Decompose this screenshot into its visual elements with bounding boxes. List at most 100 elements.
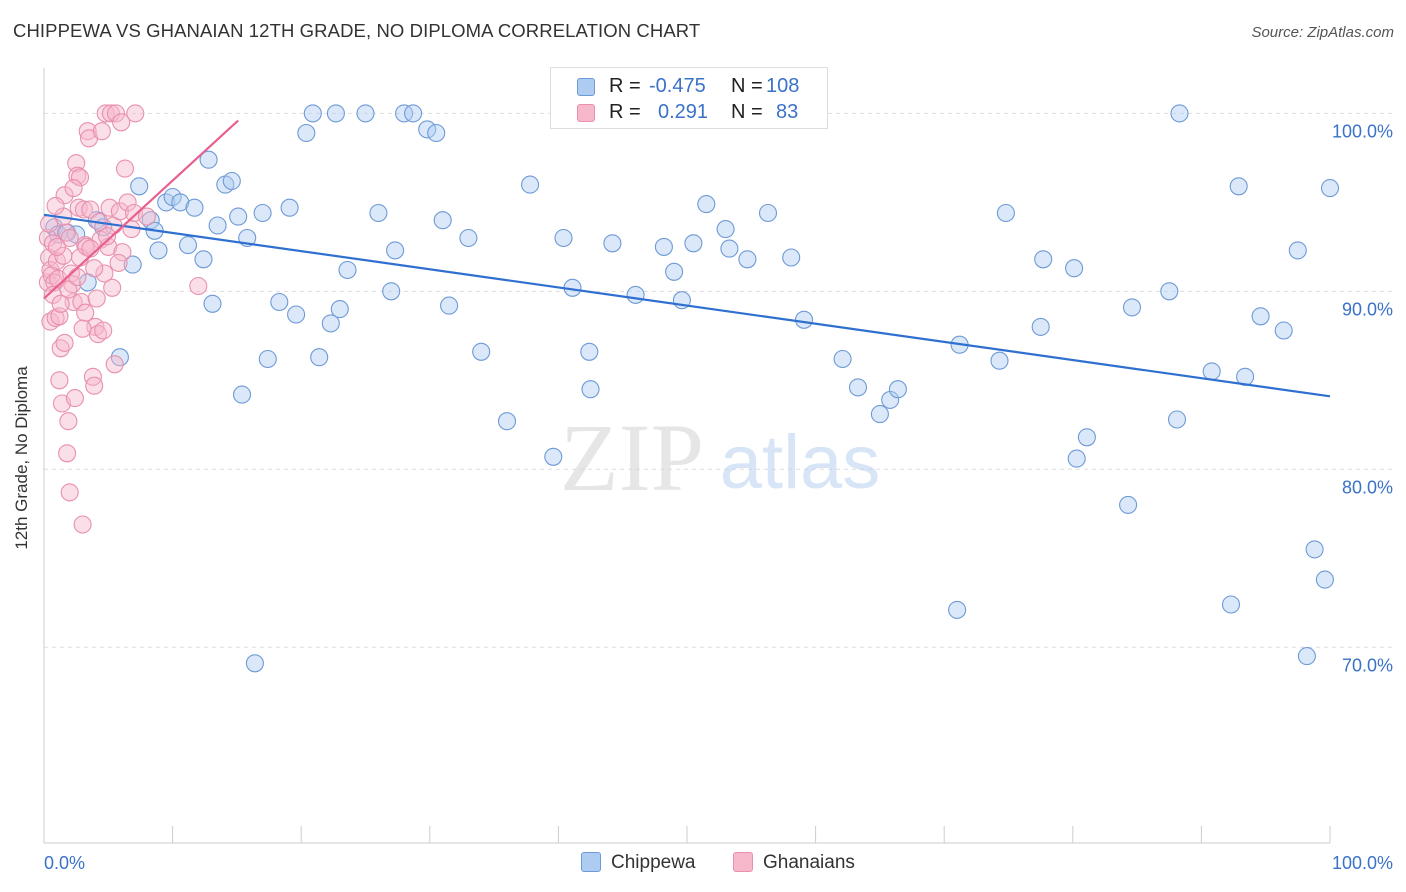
chippewa-point	[222, 171, 241, 191]
ghanaian-point	[85, 259, 104, 278]
chippewa-point	[310, 348, 329, 367]
chippewa-point	[521, 175, 540, 194]
ghanaian-point	[109, 253, 128, 272]
chippewa-point	[1065, 259, 1084, 278]
chippewa-point	[1274, 321, 1293, 340]
x-tick-label-min: 0.0%	[44, 853, 85, 873]
chart-source: Source: ZipAtlas.com	[1251, 24, 1394, 41]
ghanaian-point	[70, 168, 90, 187]
chippewa-point	[427, 123, 446, 143]
watermark-atlas: atlas	[720, 420, 881, 505]
chippewa-point	[440, 296, 459, 315]
chippewa-point	[280, 198, 299, 217]
chippewa-point	[369, 203, 388, 223]
chippewa-point	[654, 237, 673, 256]
chippewa-point	[1034, 250, 1053, 269]
ghanaian-point	[189, 276, 208, 296]
n-value: 108	[766, 75, 800, 97]
chippewa-point	[1077, 428, 1096, 447]
chippewa-point	[1305, 540, 1324, 559]
tick-labels: 70.0% 80.0% 90.0% 100.0% 0.0% 100.0%	[44, 121, 1393, 873]
chippewa-point	[356, 104, 375, 123]
chippewa-legend-swatch	[581, 852, 601, 872]
chippewa-point	[386, 241, 405, 260]
r-label: R =	[609, 75, 641, 97]
chippewa-point	[716, 220, 735, 239]
chippewa-point	[888, 380, 907, 399]
chippewa-point	[870, 405, 889, 424]
y-tick-label: 80.0%	[1342, 477, 1393, 497]
ghanaian-point	[76, 303, 95, 322]
chippewa-point	[330, 300, 349, 319]
chippewa-point	[720, 239, 739, 258]
ghanaian-point	[73, 515, 92, 534]
grid-lines	[44, 112, 1392, 648]
chippewa-point	[581, 380, 600, 399]
ghanaian-point	[92, 122, 111, 141]
chippewa-point	[1297, 647, 1316, 666]
chippewa-point	[1119, 495, 1138, 514]
watermark-zip: ZIP	[560, 404, 704, 511]
chippewa-point	[297, 123, 316, 143]
ghanaian-point	[105, 355, 124, 374]
ghanaian-point	[106, 104, 126, 123]
chippewa-point	[782, 248, 801, 267]
ghanaian-point	[101, 104, 120, 123]
chippewa-point	[626, 285, 645, 304]
chippewa-point	[697, 195, 716, 214]
ghanaian-point	[118, 193, 137, 212]
n-value: 83	[776, 101, 799, 123]
chippewa-point	[326, 104, 345, 123]
ghanaian-point	[74, 200, 93, 219]
chippewa-point	[199, 150, 218, 169]
ghanaian-point	[72, 292, 91, 312]
chippewa-point	[232, 385, 252, 404]
ghanaian-point	[94, 321, 113, 340]
ghanaian-point	[100, 198, 119, 217]
ghanaian-point	[47, 237, 66, 256]
chippewa-point	[1229, 177, 1248, 196]
ghanaian-point	[126, 104, 145, 123]
chippewa-point	[684, 234, 703, 253]
ghanaians-legend-label: Ghanaians	[763, 852, 855, 873]
chippewa-point	[948, 600, 967, 619]
chippewa-point	[1160, 282, 1179, 301]
chippewa-point	[738, 250, 757, 269]
chippewa-point	[848, 378, 868, 397]
ghanaian-point	[60, 483, 79, 502]
chippewa-point	[149, 241, 168, 260]
ghanaian-point	[85, 376, 104, 395]
chippewa-legend-label: Chippewa	[611, 852, 696, 873]
ghanaian-point	[41, 312, 60, 331]
chippewa-point	[404, 104, 423, 123]
chippewa-point	[1122, 298, 1142, 317]
chippewa-point	[194, 250, 213, 269]
chippewa-point	[996, 203, 1015, 223]
legend-row-chippewa: R = -0.475 N = 108	[551, 75, 827, 101]
chippewa-swatch	[577, 78, 595, 96]
chippewa-point	[544, 447, 563, 466]
chippewa-point	[497, 412, 517, 431]
chippewa-point	[1167, 410, 1187, 429]
chippewa-point	[758, 203, 778, 223]
chippewa-point	[303, 104, 322, 123]
data-points	[38, 104, 1340, 673]
chippewa-point	[1202, 362, 1221, 381]
ghanaians-swatch	[577, 104, 595, 122]
n-label: N =	[731, 75, 763, 97]
chippewa-point	[459, 228, 478, 248]
chippewa-point	[130, 177, 149, 196]
chippewa-point	[833, 349, 852, 369]
chippewa-point	[554, 228, 573, 248]
chippewa-point	[253, 203, 272, 223]
chippewa-point	[1320, 179, 1340, 198]
ghanaian-point	[97, 227, 117, 246]
y-axis-title: 12th Grade, No Diploma	[12, 366, 31, 550]
ghanaian-point	[58, 444, 77, 463]
chippewa-point	[229, 207, 248, 226]
axes	[43, 68, 1331, 844]
chippewa-point	[321, 314, 340, 333]
chippewa-point	[208, 216, 227, 235]
ghanaian-point	[112, 113, 131, 132]
